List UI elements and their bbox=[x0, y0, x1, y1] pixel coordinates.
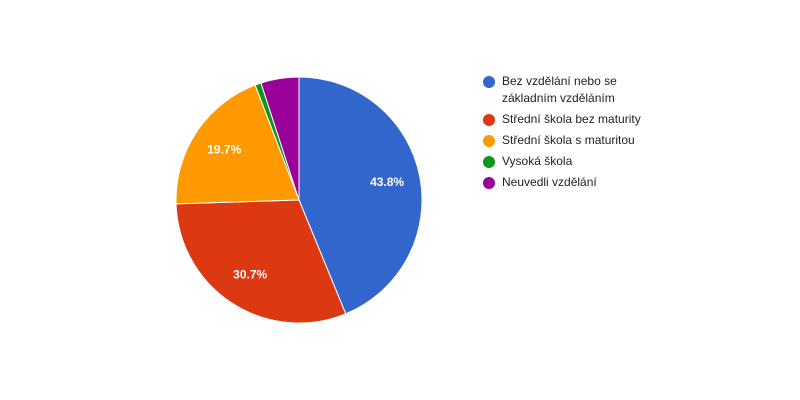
pie-slice bbox=[260, 76, 300, 201]
legend-item: Střední škola bez maturity bbox=[483, 111, 653, 128]
legend-label: Vysoká škola bbox=[502, 154, 573, 168]
legend-marker bbox=[483, 156, 495, 168]
legend-item: Neuvedli vzdělání bbox=[483, 174, 653, 191]
legend-label: Neuvedli vzdělání bbox=[502, 175, 597, 189]
legend-item: Bez vzdělání nebo se základním vzděláním bbox=[483, 73, 653, 107]
legend-label: Střední škola bez maturity bbox=[502, 112, 641, 126]
pie-slice bbox=[175, 199, 347, 324]
legend-marker bbox=[483, 114, 495, 126]
pie-slice bbox=[298, 76, 423, 315]
pie-slice bbox=[175, 84, 300, 205]
slice-label: 43.8% bbox=[370, 175, 404, 189]
legend-marker bbox=[483, 76, 495, 88]
legend-item: Střední škola s maturitou bbox=[483, 132, 653, 149]
legend-marker bbox=[483, 177, 495, 189]
legend: Bez vzdělání nebo se základním vzděláním… bbox=[483, 73, 653, 195]
slice-label: 30.7% bbox=[233, 268, 267, 282]
legend-label: Střední škola s maturitou bbox=[502, 133, 635, 147]
legend-label: Bez vzdělání nebo se základním vzděláním bbox=[502, 74, 617, 105]
legend-marker bbox=[483, 135, 495, 147]
slice-label: 19.7% bbox=[207, 142, 241, 156]
legend-item: Vysoká škola bbox=[483, 153, 653, 170]
